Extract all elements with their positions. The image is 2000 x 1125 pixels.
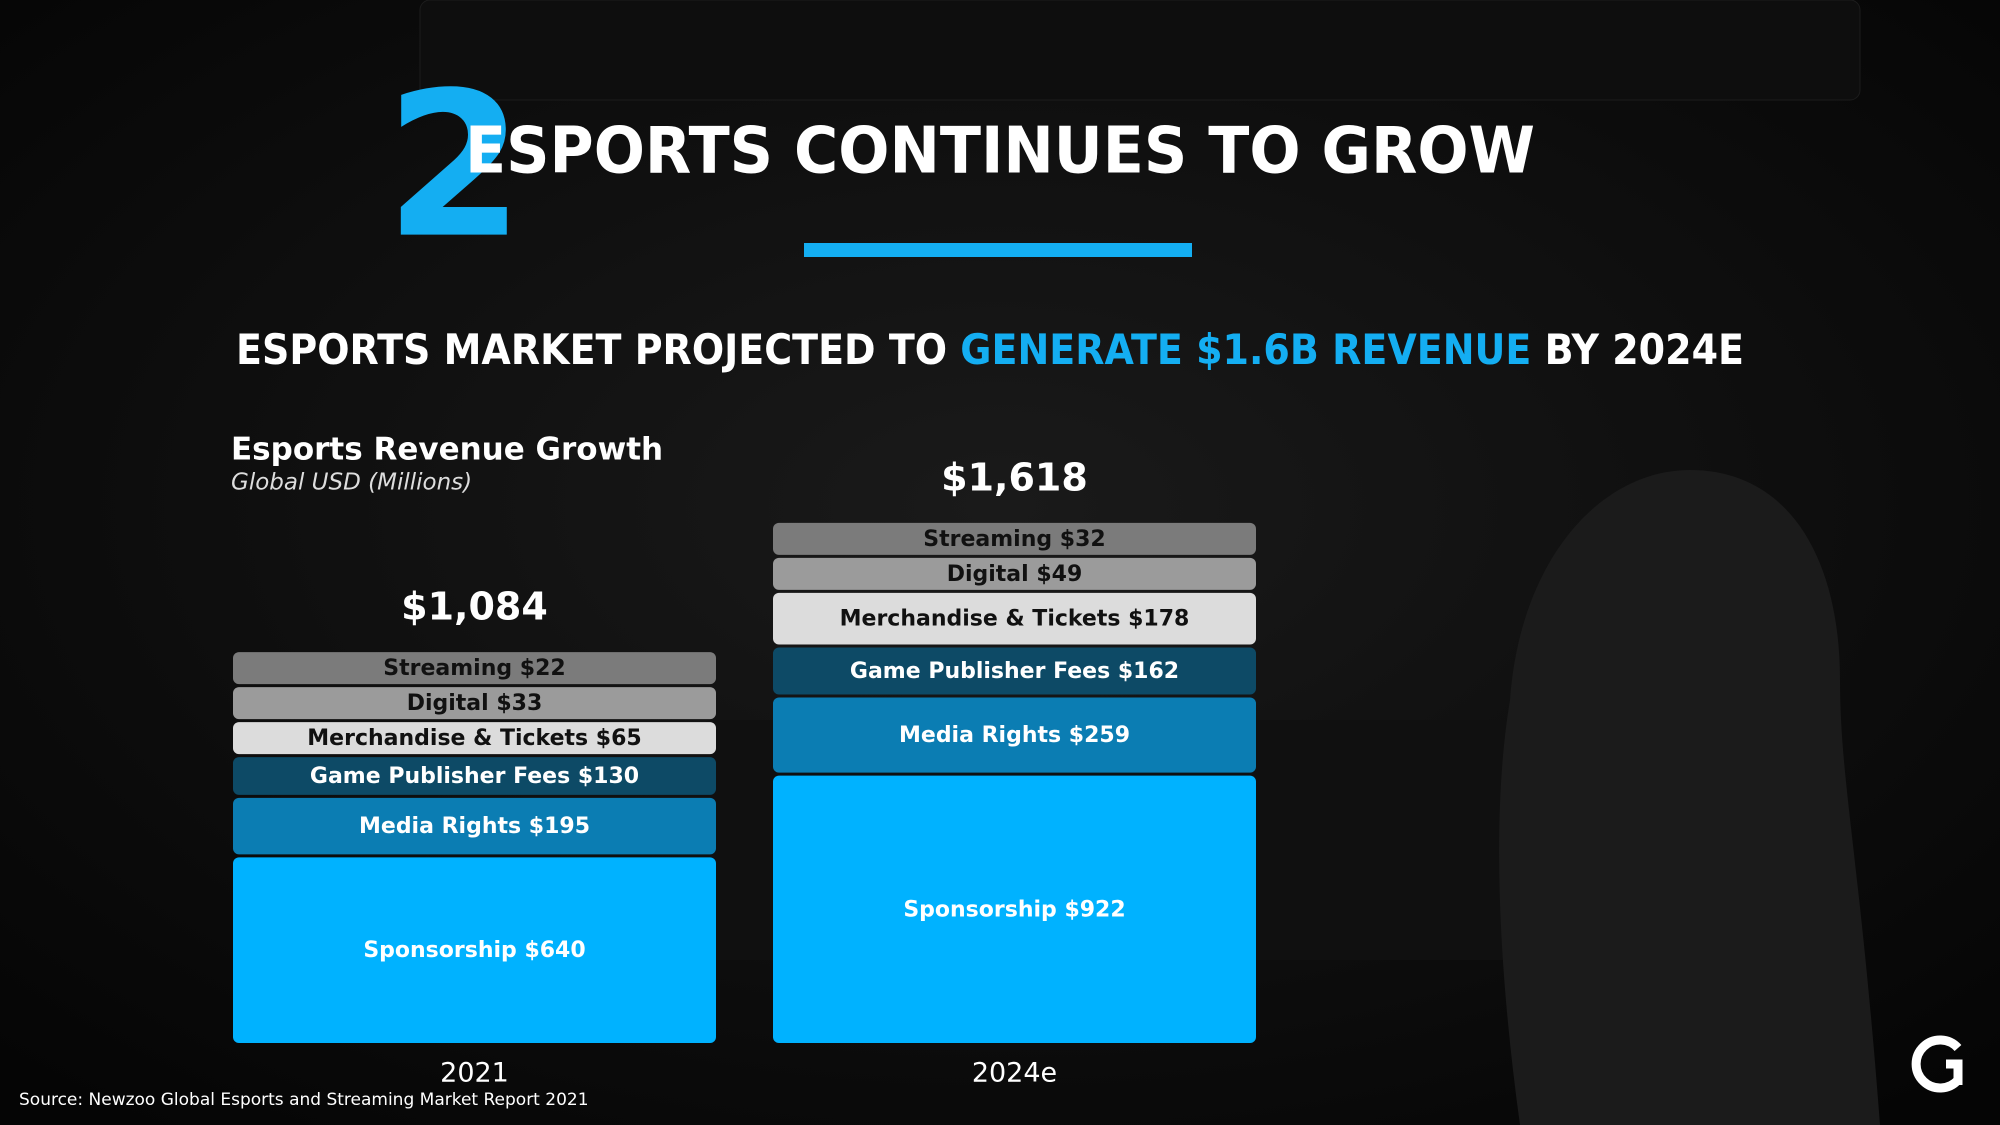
- chart-subtitle: Global USD (Millions): [231, 470, 472, 496]
- bar-segment: [773, 522, 1256, 555]
- segment-label: Media Rights $195: [359, 814, 590, 839]
- headline-part: GENERATE $1.6B REVENUE: [960, 325, 1531, 374]
- segment-label: Digital $49: [947, 562, 1083, 587]
- headline: ESPORTS MARKET PROJECTED TO GENERATE $1.…: [236, 325, 1744, 374]
- headline-part: BY 2024E: [1545, 325, 1744, 374]
- x-tick-label: 2021: [440, 1058, 509, 1089]
- segment-label: Streaming $22: [383, 656, 565, 681]
- headline-part: ESPORTS MARKET PROJECTED TO: [236, 325, 947, 374]
- bar-segment: [233, 757, 716, 795]
- segment-label: Sponsorship $640: [363, 938, 585, 963]
- x-tick-label: 2024e: [972, 1058, 1057, 1089]
- title-underline: [804, 243, 1192, 257]
- chart: Sponsorship $640 Media Rights $195 Game Pu…: [233, 455, 1256, 1089]
- total-label: $1,084: [401, 585, 548, 629]
- bar-segment: [233, 797, 716, 855]
- segment-label: Streaming $32: [923, 527, 1105, 552]
- logo: [1911, 1035, 1963, 1093]
- bar-segment: [773, 775, 1256, 1043]
- bar-segment: [233, 687, 716, 720]
- bar-segment: [233, 722, 716, 755]
- chart-title: Esports Revenue Growth: [231, 432, 663, 468]
- player-silhouette: [1499, 470, 1880, 1125]
- segment-label: Game Publisher Fees $130: [310, 764, 639, 789]
- total-label: $1,618: [941, 455, 1088, 499]
- segment-label: Merchandise & Tickets $65: [307, 726, 641, 751]
- bar-segment: [233, 857, 716, 1043]
- monitor: [419, 0, 1861, 101]
- segment-label: Merchandise & Tickets $178: [840, 607, 1190, 632]
- section-number: 2: [385, 50, 524, 283]
- bar-segment: [773, 697, 1256, 773]
- segment-label: Digital $33: [407, 691, 543, 716]
- bar-segment: [773, 592, 1256, 645]
- bar-segment: [233, 652, 716, 685]
- segment-label: Sponsorship $922: [903, 897, 1125, 922]
- bar-segment: [773, 647, 1256, 695]
- bar-segment: [773, 557, 1256, 590]
- source: Source: Newzoo Global Esports and Stream…: [19, 1090, 589, 1110]
- segment-label: Media Rights $259: [899, 723, 1130, 748]
- slide-title: ESPORTS CONTINUES TO GROW: [465, 115, 1535, 189]
- segment-label: Game Publisher Fees $162: [850, 659, 1179, 684]
